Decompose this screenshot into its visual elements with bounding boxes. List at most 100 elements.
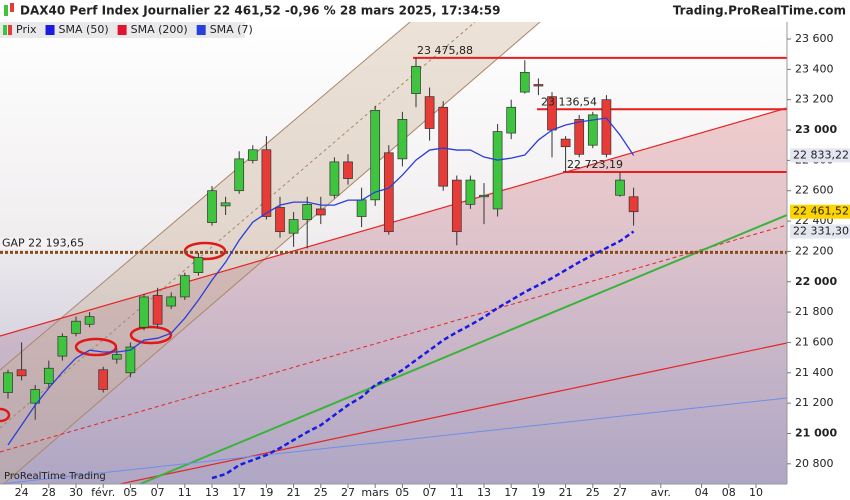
x-tick-label: 05 xyxy=(123,486,137,499)
candle-body xyxy=(84,316,95,325)
x-tick-label: 08 xyxy=(722,486,736,499)
x-tick-label: 13 xyxy=(205,486,219,499)
watermark: ProRealTime Trading xyxy=(4,471,106,482)
y-tick-label: 23 200 xyxy=(795,93,834,106)
level-label: 22 723,19 xyxy=(567,158,623,171)
x-tick-label: 30 xyxy=(69,486,83,499)
candle-body xyxy=(601,99,612,155)
candle-body xyxy=(220,202,231,207)
last-value-box xyxy=(790,204,850,219)
x-tick-label: 07 xyxy=(423,486,437,499)
gap-label: GAP 22 193,65 xyxy=(2,236,84,249)
legend-label: Prix xyxy=(16,23,37,36)
y-tick-label: 21 600 xyxy=(795,335,834,348)
x-tick-label: avr. xyxy=(651,486,671,499)
candle-body xyxy=(533,84,544,87)
x-tick-label: 11 xyxy=(178,486,192,499)
legend-swatch xyxy=(45,25,55,35)
sma-line xyxy=(211,230,635,480)
x-tick-label: 27 xyxy=(341,486,355,499)
candle-body xyxy=(628,196,639,213)
channel-fill xyxy=(0,108,787,484)
candle-body xyxy=(492,131,503,210)
last-value-label: 22 331,30 xyxy=(793,224,849,237)
y-tick-label: 21 000 xyxy=(795,426,837,439)
y-tick-label: 23 000 xyxy=(795,123,837,136)
candle-body xyxy=(139,296,149,328)
x-tick-label: 10 xyxy=(749,486,763,499)
candle-body xyxy=(111,354,122,360)
candle-body xyxy=(16,369,27,377)
title-icon xyxy=(4,5,8,16)
x-tick-label: 27 xyxy=(613,486,627,499)
candle-body xyxy=(179,275,190,298)
legend-label: SMA (200) xyxy=(131,23,188,36)
y-tick-label: 21 200 xyxy=(795,396,834,409)
candle-body xyxy=(615,179,625,196)
x-tick-label: 25 xyxy=(586,486,600,499)
candle-body xyxy=(125,346,136,374)
y-tick-label: 23 400 xyxy=(795,62,834,75)
candle-body xyxy=(519,72,530,93)
level-label: 23 475,88 xyxy=(417,44,473,57)
y-tick-label: 23 600 xyxy=(795,32,834,45)
candle-body xyxy=(288,219,299,234)
candle-body xyxy=(424,96,435,129)
x-tick-label: 13 xyxy=(477,486,491,499)
last-value-box xyxy=(790,148,850,163)
x-tick-label: févr. xyxy=(91,486,115,499)
legend-swatch xyxy=(117,25,127,35)
marker-ellipse xyxy=(0,407,11,423)
y-tick-label: 22 000 xyxy=(795,275,837,288)
candle-body xyxy=(98,369,109,390)
x-tick-label: 24 xyxy=(15,486,29,499)
y-tick-label: 21 400 xyxy=(795,366,834,379)
legend-swatch xyxy=(8,25,12,35)
candle-body xyxy=(329,161,340,196)
candle-body xyxy=(383,152,394,233)
x-tick-label: 21 xyxy=(559,486,573,499)
candle-body xyxy=(506,106,517,134)
x-tick-label: 28 xyxy=(42,486,56,499)
candle-body xyxy=(43,367,54,384)
candle-body xyxy=(30,389,41,404)
x-tick-label: 07 xyxy=(151,486,165,499)
title-icon xyxy=(10,3,14,12)
source: Trading.ProRealTime.com xyxy=(673,4,846,18)
x-tick-label: mars xyxy=(361,486,389,499)
trend-line xyxy=(139,214,787,484)
candle-body xyxy=(411,65,421,94)
candle-body xyxy=(261,149,272,217)
sma-line xyxy=(7,117,635,446)
candle-body xyxy=(166,296,177,307)
candle-body xyxy=(71,320,81,334)
candle-body xyxy=(207,190,217,223)
x-tick-label: 25 xyxy=(314,486,328,499)
candle-body xyxy=(234,158,245,192)
legend-label: SMA (7) xyxy=(210,23,253,36)
candle-body xyxy=(343,161,353,179)
last-value-label: 22 833,22 xyxy=(793,148,849,161)
candle-body xyxy=(574,119,585,155)
x-tick-label: 11 xyxy=(450,486,464,499)
candle-body xyxy=(302,204,313,220)
channel-bottom xyxy=(2,22,541,484)
candle-body xyxy=(356,199,367,217)
candle-body xyxy=(397,119,408,160)
candle-body xyxy=(438,106,449,187)
y-tick-label: 22 600 xyxy=(795,184,834,197)
x-tick-label: 21 xyxy=(287,486,301,499)
candle-body xyxy=(57,336,68,357)
x-tick-label: 19 xyxy=(259,486,273,499)
candle-body xyxy=(560,138,571,148)
candle-body xyxy=(465,179,476,205)
chart-title: DAX40 Perf Index Journalier 22 461,52 -0… xyxy=(20,4,500,18)
trend-line xyxy=(0,224,787,453)
candle-body xyxy=(451,179,462,233)
candle-body xyxy=(315,208,326,216)
last-value-box xyxy=(790,224,850,239)
x-tick-label: 17 xyxy=(232,486,246,499)
candle-body xyxy=(275,207,285,233)
candle-body xyxy=(587,114,598,146)
